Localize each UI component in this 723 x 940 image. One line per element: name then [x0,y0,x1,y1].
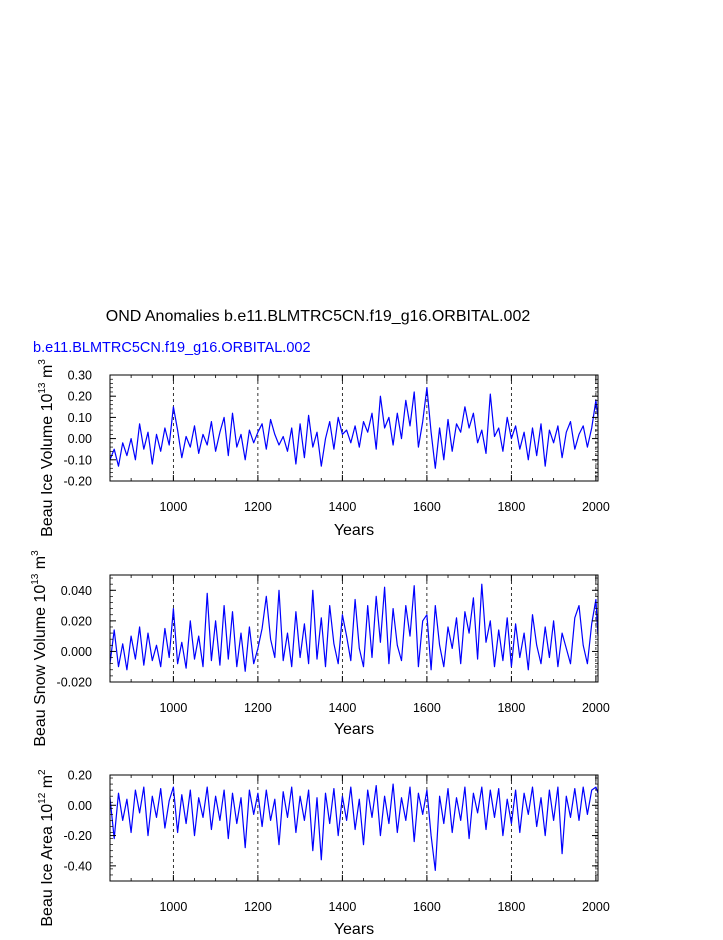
x-tick-label: 2000 [582,900,610,914]
y-axis-label-text: m [39,365,56,383]
x-tick-label: 1200 [244,900,272,914]
y-tick-label: 0.040 [61,584,92,598]
y-tick-label: -0.20 [64,475,93,489]
x-tick-label: 1600 [413,500,441,514]
y-axis-label-text: m [32,556,49,574]
series-line [109,387,599,469]
plot-frame [109,574,599,683]
y-tick-label: 0.00 [68,432,92,446]
panel-ice-volume: 1000 1200 1400 1600 1800 2000 -0.20 -0.10 0.00 0.… [37,359,610,539]
y-tick-label: -0.10 [64,453,93,467]
y-axis-label-exponent: 13 [30,573,41,585]
figure-subtitle: b.e11.BLMTRC5CN.f19_g16.ORBITAL.002 [33,340,311,356]
y-axis-label: Beau Snow Volume 1013 m3 [30,550,49,747]
y-tick-label: 0.000 [61,645,92,659]
x-tick-label: 1200 [244,500,272,514]
panel-ice-area: 1000 1200 1400 1600 1800 2000 -0.40 -0.20 0.00 0.… [37,769,610,939]
y-axis-label-exponent: 3 [37,359,48,365]
y-tick-label: 0.00 [68,799,92,813]
y-tick-label: -0.20 [64,829,93,843]
plot-frame [109,374,599,482]
y-tick-label: 0.10 [68,411,92,425]
y-tick-label: 0.30 [68,369,92,383]
y-axis-label-text: m [39,775,56,793]
x-tick-label: 1400 [328,900,356,914]
figure-title: OND Anomalies b.e11.BLMTRC5CN.f19_g16.OR… [106,308,531,325]
series-line [109,583,599,672]
x-tick-label: 1800 [497,500,525,514]
x-axis-label: Years [334,522,374,539]
series-line [109,783,599,872]
y-axis-label: Beau Ice Volume 1013 m3 [37,359,56,537]
y-tick-label: -0.40 [64,859,93,873]
x-tick-label: 1000 [159,900,187,914]
y-axis-label-exponent: 2 [37,769,48,775]
y-axis-label-text: Beau Ice Volume 10 [39,394,56,537]
y-axis-label-exponent: 13 [37,382,48,394]
y-tick-label: 0.20 [68,390,92,404]
x-tick-label: 1800 [497,701,525,715]
y-axis-label-text: Beau Snow Volume 10 [32,585,49,747]
x-tick-label: 1800 [497,900,525,914]
x-tick-label: 1000 [159,701,187,715]
x-tick-label: 2000 [582,701,610,715]
panel-snow-volume: 1000 1200 1400 1600 1800 2000 -0.020 0.000 0.020… [30,550,610,747]
x-tick-label: 1200 [244,701,272,715]
x-axis-label: Years [334,921,374,935]
x-axis-label: Years [334,721,374,738]
x-tick-label: 1000 [159,500,187,514]
x-tick-label: 1600 [413,701,441,715]
y-tick-label: 0.020 [61,614,92,628]
x-tick-label: 2000 [582,500,610,514]
y-tick-label: -0.020 [57,676,92,690]
y-axis-label: Beau Ice Area 1012 m2 [37,769,56,927]
y-axis-label-text: Beau Ice Area 10 [39,804,56,927]
plot-frame [109,774,599,882]
x-tick-label: 1400 [328,701,356,715]
y-axis-label-exponent: 12 [37,792,48,804]
x-tick-label: 1400 [328,500,356,514]
x-tick-label: 1600 [413,900,441,914]
y-tick-label: 0.20 [68,769,92,783]
y-axis-label-exponent: 3 [30,550,41,556]
